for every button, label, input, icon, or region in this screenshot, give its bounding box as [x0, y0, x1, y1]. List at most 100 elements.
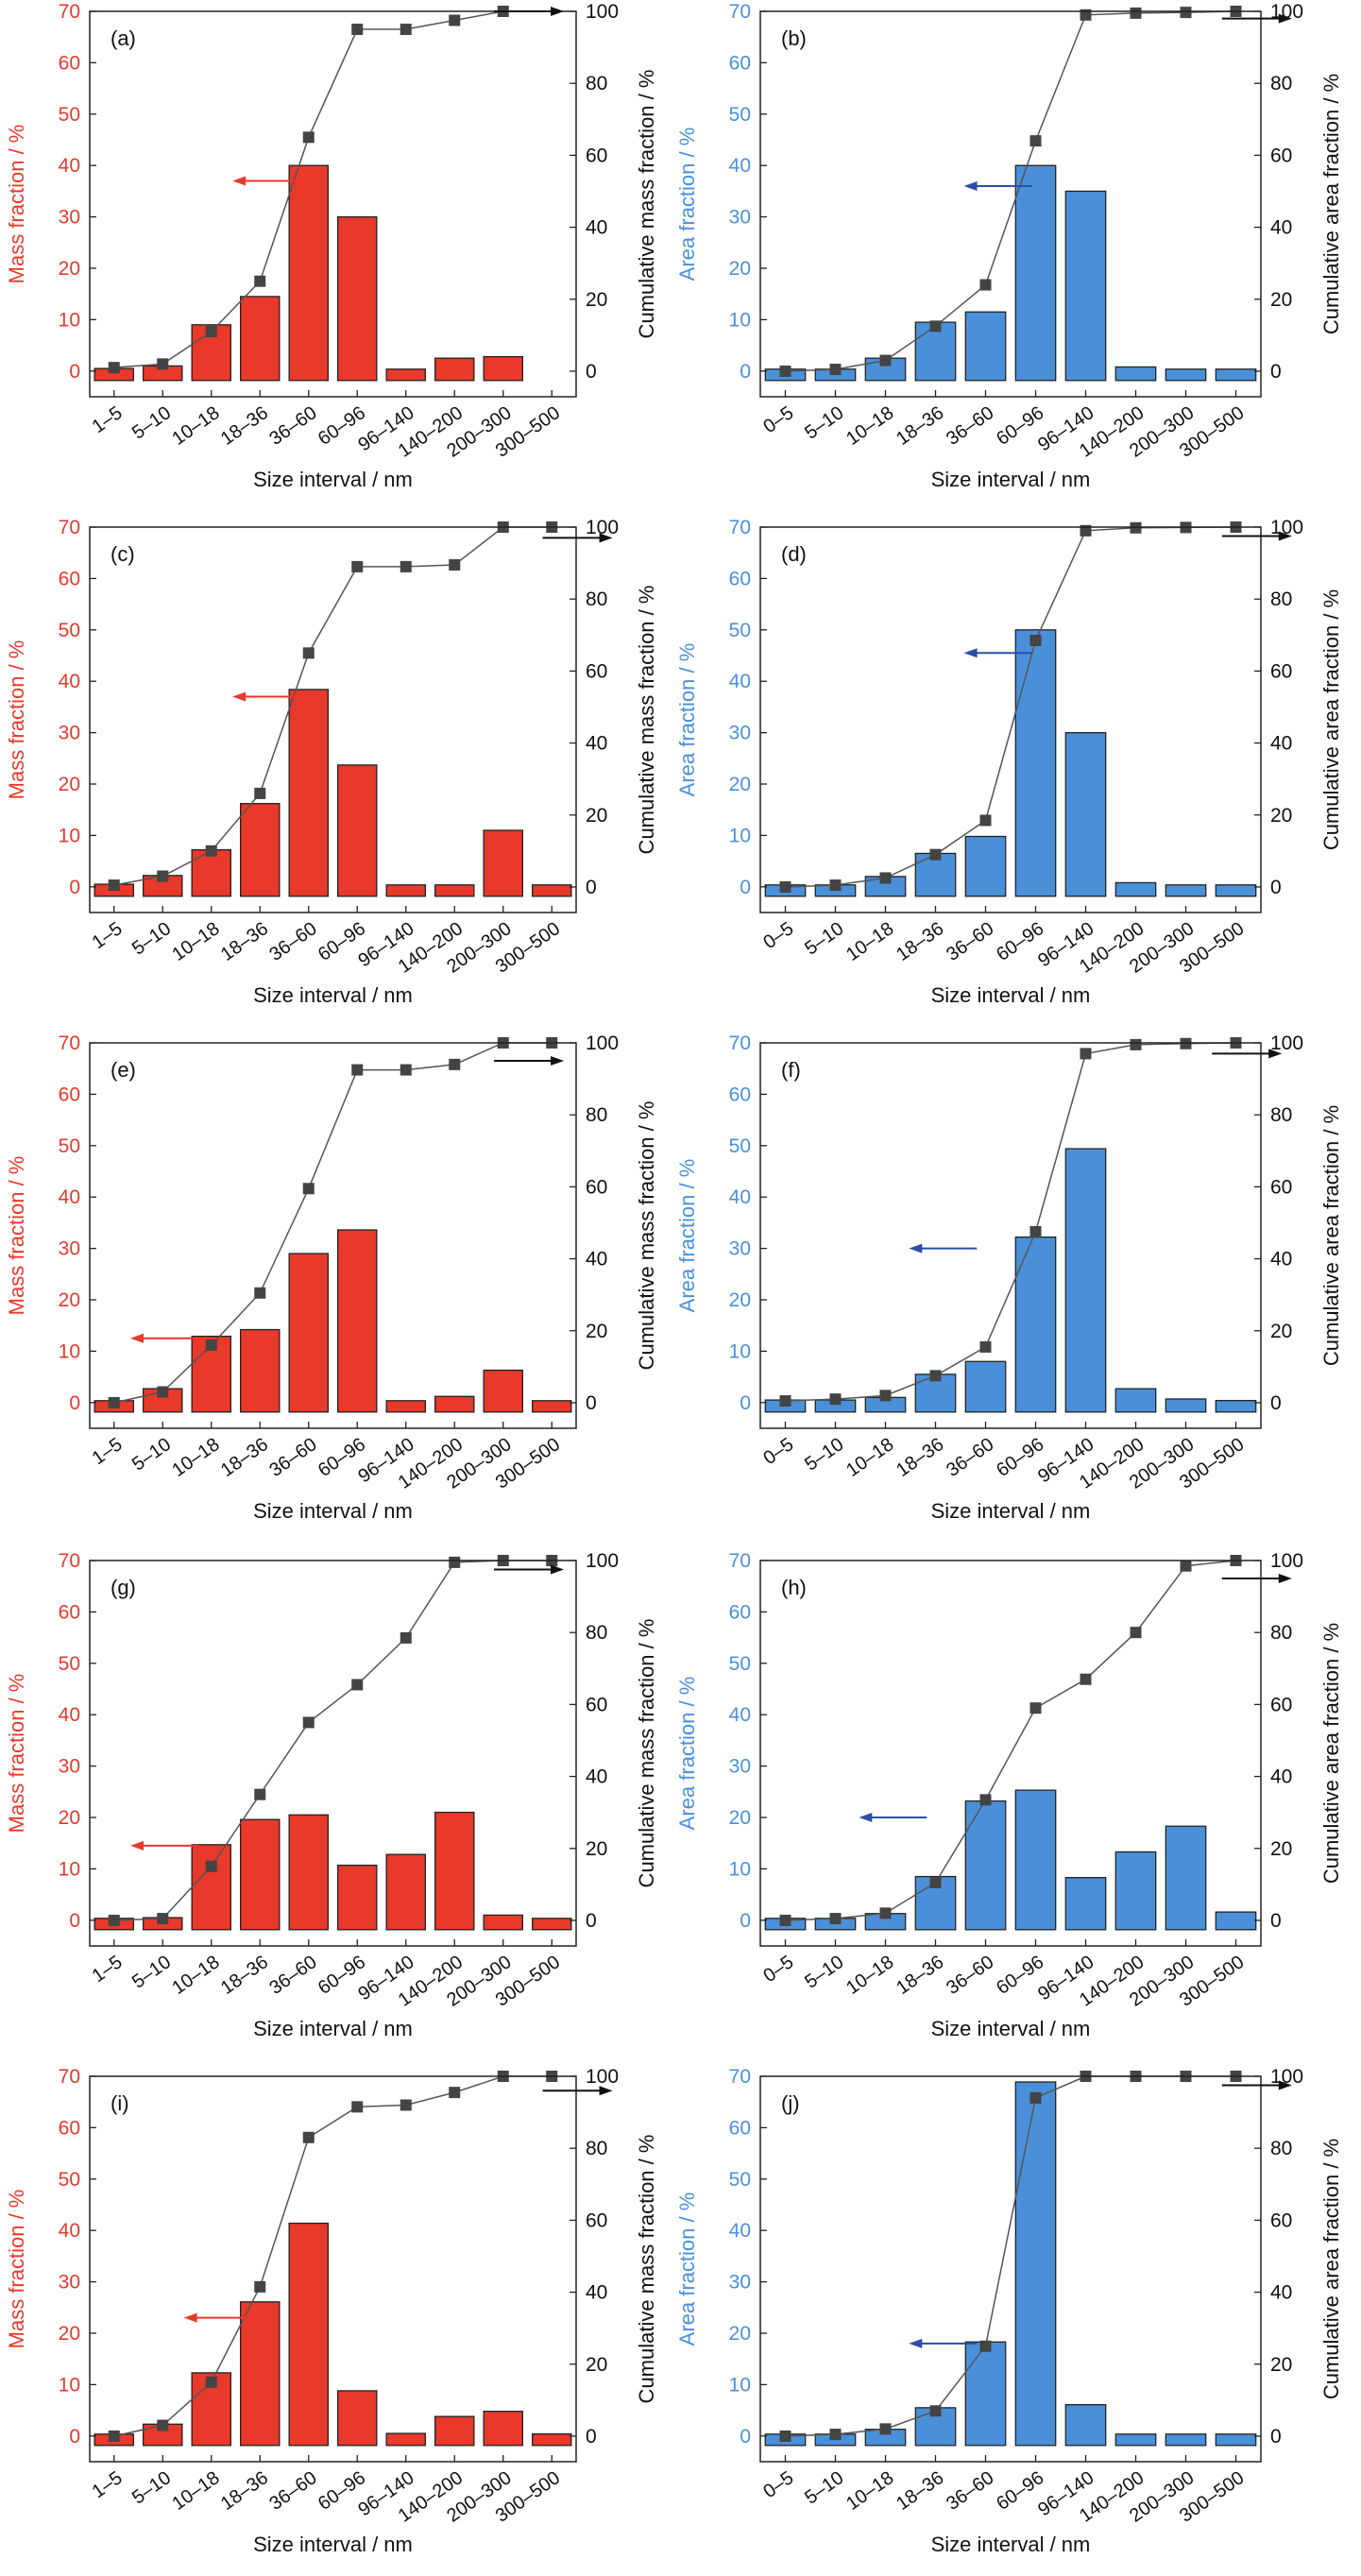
cumulative-point	[929, 848, 942, 861]
cumulative-point	[829, 2429, 842, 2441]
panel-label: (a)	[111, 26, 136, 50]
y2-tick-label: 20	[1270, 289, 1292, 311]
cumulative-line	[113, 1560, 553, 1921]
cumulative-point	[1180, 7, 1192, 19]
y2-tick-label: 40	[586, 1249, 607, 1271]
y-tick-label: 50	[59, 620, 80, 641]
x-axis-label: Size interval / nm	[931, 468, 1091, 491]
bar	[483, 1369, 524, 1413]
right-axis-arrowhead	[551, 1564, 565, 1575]
y-tick-label: 40	[729, 2220, 751, 2242]
cumulative-line	[785, 1042, 1236, 1402]
y2-tick-label: 40	[1270, 2282, 1292, 2304]
y2-tick-label: 80	[1270, 73, 1292, 94]
y2-axis-label: Cumulative mass fraction / %	[635, 2135, 658, 2404]
bar	[239, 2301, 281, 2447]
y2-tick-label: 40	[586, 217, 607, 239]
plot-frame	[759, 1042, 1262, 1429]
bar	[964, 1360, 1007, 1413]
left-axis-arrowhead	[909, 2338, 923, 2348]
chart-panel: 0 10 20 30 40 50 60 70 0 20 40 60 80 100 1–5 5–1010–181…	[5, 1032, 658, 1523]
x-tick-label: 36–60	[943, 2467, 997, 2515]
x-tick-label: 36–60	[265, 1952, 320, 1999]
y-tick-label: 30	[729, 2272, 751, 2294]
x-tick-label: 18–36	[217, 1434, 272, 1481]
bar	[434, 1395, 475, 1413]
x-axis-label: Size interval / nm	[253, 468, 413, 491]
y2-tick-label: 0	[1270, 1910, 1282, 1932]
cumulative-point	[205, 844, 217, 857]
cumulative-point	[254, 1788, 266, 1800]
x-tick-label: 36–60	[943, 918, 997, 965]
y2-tick-label: 100	[1270, 1032, 1303, 1054]
cumulative-point	[879, 872, 892, 884]
y-tick-label: 60	[59, 52, 80, 74]
y-tick-label: 70	[59, 1, 80, 23]
x-tick-label: 18–36	[893, 918, 947, 965]
x-tick-label: 5–10	[128, 918, 175, 960]
y2-tick-label: 0	[586, 361, 597, 383]
x-tick-label: 36–60	[943, 402, 997, 450]
y-tick-label: 60	[729, 1083, 751, 1105]
cumulative-point	[302, 131, 315, 144]
bar	[1215, 368, 1257, 382]
chart-panel: 0 10 20 30 40 50 60 70 0 20 40 60 80 100 1–5 5–1010–181…	[5, 1550, 658, 2040]
right-axis-arrowhead	[1278, 13, 1292, 24]
y-tick-label: 70	[59, 1550, 80, 1572]
bar	[483, 355, 524, 382]
x-tick-label: 1–5	[89, 2467, 127, 2502]
y2-axis-label: Cumulative mass fraction / %	[635, 70, 658, 339]
y2-tick-label: 0	[586, 877, 597, 898]
cumulative-point	[1080, 1048, 1092, 1060]
y-tick-label: 0	[740, 1392, 751, 1414]
y2-axis-label: Cumulative area fraction / %	[1319, 589, 1343, 850]
y2-tick-label: 80	[586, 73, 607, 94]
y-axis-label: Mass fraction / %	[5, 2190, 28, 2349]
y-tick-label: 70	[729, 2066, 751, 2088]
y-tick-label: 40	[729, 671, 751, 692]
y-tick-label: 30	[59, 1756, 80, 1778]
y2-tick-label: 40	[1270, 1766, 1292, 1788]
y2-tick-label: 60	[586, 2209, 607, 2231]
chart-panel: 0 10 20 30 40 50 60 70 0 20 40 60 80 100 0–5 5–1010–181…	[675, 1550, 1343, 2040]
y-tick-label: 50	[729, 1135, 751, 1157]
x-axis-label: Size interval / nm	[253, 2533, 413, 2556]
left-axis-arrowhead	[130, 1333, 144, 1343]
x-tick-label: 10–18	[168, 918, 223, 965]
cumulative-point	[449, 1058, 461, 1070]
cumulative-point	[205, 1339, 217, 1351]
bar	[1064, 1876, 1107, 1931]
cumulative-point	[1130, 1038, 1142, 1050]
cumulative-point	[879, 354, 892, 367]
cumulative-point	[1080, 1673, 1092, 1685]
cumulative-point	[1029, 635, 1042, 646]
bar	[532, 884, 572, 897]
chart-panel: 0 10 20 30 40 50 60 70 0 20 40 60 80 100 1–5 5–1010–181…	[5, 2066, 658, 2556]
x-tick-label: 36–60	[265, 402, 320, 450]
bar	[288, 1814, 329, 1931]
cumulative-point	[108, 1396, 120, 1408]
bar	[336, 215, 378, 382]
x-tick-label: 0–5	[759, 918, 797, 953]
cumulative-point	[829, 364, 842, 376]
cumulative-point	[979, 1340, 992, 1353]
cumulative-point	[205, 2376, 217, 2388]
x-tick-label: 10–18	[168, 1434, 223, 1481]
panel-label: (b)	[781, 26, 807, 50]
cumulative-point	[108, 1914, 120, 1926]
bar	[239, 803, 281, 897]
y-tick-label: 0	[69, 1910, 80, 1932]
cumulative-point	[979, 814, 992, 827]
y-tick-label: 70	[729, 517, 751, 538]
bar	[964, 311, 1007, 382]
y2-axis-label: Cumulative mass fraction / %	[635, 1101, 658, 1371]
x-tick-label: 18–36	[893, 2467, 947, 2515]
y-tick-label: 0	[69, 1392, 80, 1414]
y-tick-label: 70	[59, 1032, 80, 1054]
right-axis-arrowhead	[1268, 1049, 1283, 1059]
cumulative-point	[1029, 135, 1042, 147]
y-axis-label: Area fraction / %	[675, 128, 699, 281]
cumulative-point	[449, 14, 461, 26]
left-axis-arrowhead	[183, 2312, 197, 2323]
y-tick-label: 70	[59, 517, 80, 538]
